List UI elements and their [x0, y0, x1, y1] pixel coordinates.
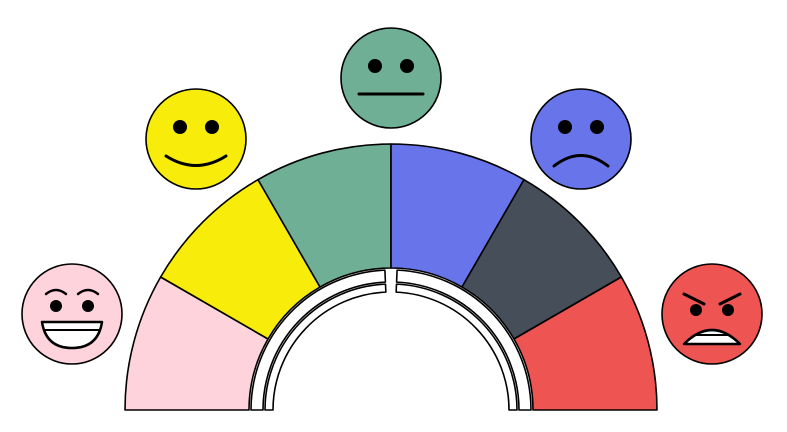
angry-face-head: [661, 263, 763, 365]
neutral-face: [340, 27, 442, 129]
gauge-segment-angry: [513, 276, 658, 411]
neutral-face-left-eye: [368, 59, 382, 73]
neutral-face-head: [340, 27, 442, 129]
mood-faces: [21, 27, 763, 365]
very-happy-face: [21, 263, 123, 365]
happy-face-right-eye: [205, 120, 219, 134]
very-happy-face-right-brow: [76, 288, 100, 296]
angry-face-right-brow: [718, 292, 742, 306]
needle-ring-left: [250, 269, 387, 411]
very-happy-face-left-eye: [50, 300, 62, 312]
needle-inner-left: [264, 283, 387, 411]
very-happy-face-left-brow: [44, 288, 68, 296]
sad-face: [530, 88, 632, 190]
neutral-face-right-eye: [400, 59, 414, 73]
sad-face-mouth: [552, 154, 610, 168]
very-happy-face-head: [21, 263, 123, 365]
happy-face-mouth: [164, 154, 228, 167]
happy-face-head: [145, 88, 247, 190]
angry-face-mouth: [682, 328, 742, 346]
angry-face: [661, 263, 763, 365]
angry-face-left-brow: [682, 292, 706, 306]
gauge-segments: [124, 143, 658, 411]
happy-face: [145, 88, 247, 190]
needle-inner-right: [395, 283, 518, 411]
needle-ring-right: [395, 269, 532, 411]
very-happy-face-right-eye: [82, 300, 94, 312]
sad-face-left-eye: [558, 120, 572, 134]
angry-face-left-eye: [690, 304, 702, 316]
angry-face-right-eye: [722, 304, 734, 316]
sad-face-right-eye: [590, 120, 604, 134]
sad-face-head: [530, 88, 632, 190]
gauge-needle: [250, 269, 532, 411]
happy-face-left-eye: [173, 120, 187, 134]
